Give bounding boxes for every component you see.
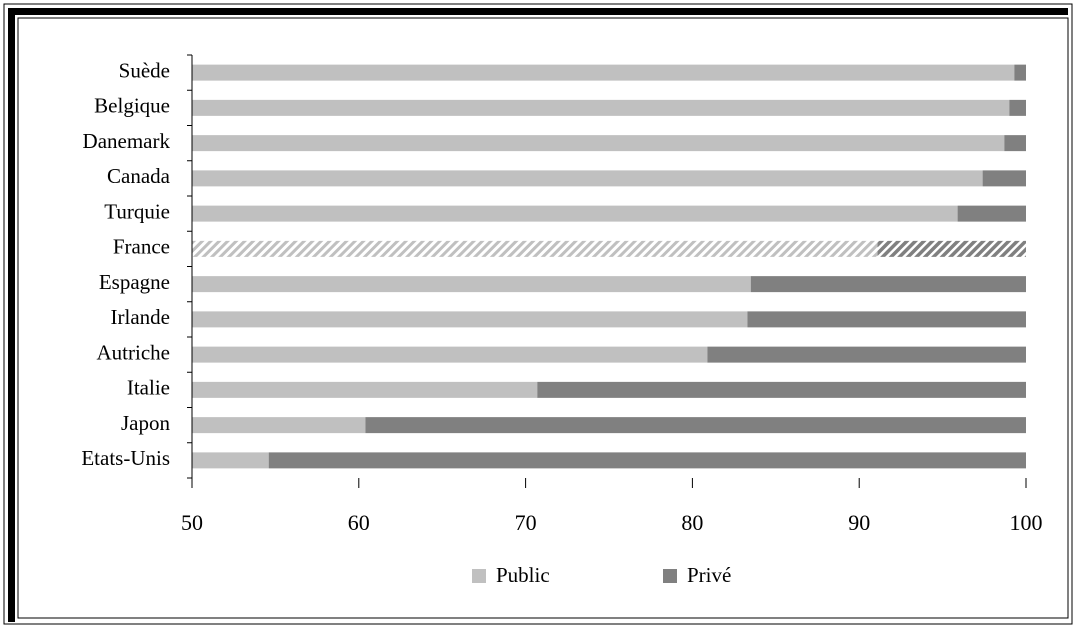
bar-segment xyxy=(192,346,708,363)
frame-edge xyxy=(8,8,1068,15)
y-tick-label: Etats-Unis xyxy=(81,446,170,470)
bar-segment xyxy=(192,452,269,469)
y-tick-label: Irlande xyxy=(111,305,170,329)
y-tick-label: Suède xyxy=(119,58,170,82)
bar-segment xyxy=(192,240,878,257)
bar-segment xyxy=(537,381,1026,398)
bar-segment xyxy=(192,170,983,187)
legend-label: Privé xyxy=(687,563,731,587)
frame-inner xyxy=(17,17,1069,619)
bar-segment xyxy=(365,417,1026,434)
bar-segment xyxy=(1014,64,1026,81)
bar-segment xyxy=(747,311,1026,328)
legend-label: Public xyxy=(496,563,550,587)
bar-segment xyxy=(707,346,1026,363)
bar-segment xyxy=(192,205,958,222)
x-tick-label: 80 xyxy=(681,510,703,535)
bar-segment xyxy=(268,452,1026,469)
x-tick-label: 90 xyxy=(848,510,870,535)
frame xyxy=(3,3,1073,625)
bar-segment xyxy=(982,170,1026,187)
y-tick-label: Italie xyxy=(127,376,170,400)
y-tick-label: Belgique xyxy=(94,94,170,118)
bar-segment xyxy=(1009,99,1026,116)
y-tick-label: Danemark xyxy=(83,129,171,153)
x-tick-label: 60 xyxy=(348,510,370,535)
bar-segment xyxy=(192,381,538,398)
bar-segment xyxy=(192,311,748,328)
frame-edge xyxy=(8,8,15,622)
bar-segment xyxy=(192,417,366,434)
bar-segment xyxy=(192,99,1010,116)
y-tick-label: Japon xyxy=(121,411,170,435)
y-tick-label: Turquie xyxy=(104,199,170,223)
y-tick-label: Autriche xyxy=(97,340,170,364)
x-tick-label: 100 xyxy=(1010,510,1043,535)
y-tick-label: Canada xyxy=(107,164,171,188)
bar-segment xyxy=(192,276,751,293)
bar-segment xyxy=(1004,135,1026,152)
bar-segment xyxy=(192,135,1005,152)
bar-segment xyxy=(877,240,1026,257)
y-tick-label: Espagne xyxy=(99,270,170,294)
x-tick-label: 50 xyxy=(181,510,203,535)
legend-swatch xyxy=(663,569,677,583)
bar-segment xyxy=(957,205,1026,222)
y-tick-label: France xyxy=(113,235,170,259)
bar-segment xyxy=(192,64,1015,81)
bar-segment xyxy=(750,276,1026,293)
legend-swatch xyxy=(472,569,486,583)
x-tick-label: 70 xyxy=(515,510,537,535)
